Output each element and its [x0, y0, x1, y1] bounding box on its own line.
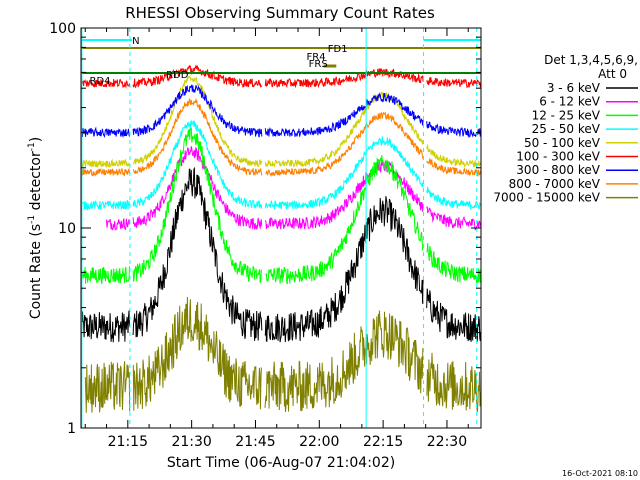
legend-label: 300 - 800 keV — [516, 163, 600, 177]
x-tick-label: 22:00 — [299, 434, 339, 450]
series-line — [80, 97, 482, 178]
y-label-part1: Count Rate (s — [28, 224, 44, 319]
axis-layer: 21:15 21:30 21:45 22:00 22:15 22:30 1 10 100 — [49, 21, 481, 450]
x-axis-label: Start Time (06-Aug-07 21:04:02) — [167, 455, 395, 471]
series-line — [80, 75, 482, 169]
legend-label: 800 - 7000 keV — [509, 177, 601, 191]
chart-title: RHESSI Observing Summary Count Rates — [125, 4, 435, 22]
legend-header-2: Att 0 — [598, 67, 627, 81]
legend-label: 3 - 6 keV — [547, 81, 601, 95]
series-line — [80, 166, 482, 343]
y-label-part3: ) — [28, 137, 44, 142]
x-tick-label: 21:45 — [235, 434, 275, 450]
series-line — [84, 296, 482, 413]
x-tick-label: 22:30 — [427, 434, 467, 450]
series-line — [80, 120, 482, 211]
legend-label: 12 - 25 keV — [532, 108, 601, 122]
legend-label: 6 - 12 keV — [539, 95, 601, 109]
series-line — [80, 64, 482, 89]
annotation-fr4: FR4 — [307, 52, 326, 63]
legend-label: 50 - 100 keV — [524, 136, 601, 150]
legend-header-1: Det 1,3,4,5,6,9, — [544, 53, 638, 67]
x-tick-label: 21:30 — [171, 434, 211, 450]
series-line — [80, 84, 482, 139]
annotation-frs: FRS — [309, 59, 328, 70]
x-tick-label: 21:15 — [108, 434, 148, 450]
series-layer — [80, 64, 482, 413]
legend-label: 7000 - 15000 keV — [493, 191, 600, 205]
y-label-sup2: -1 — [27, 142, 37, 151]
x-tick-label: 22:15 — [363, 434, 403, 450]
annotation-rd4: RD4 — [90, 76, 111, 87]
y-tick-label: 1 — [67, 421, 76, 437]
series-line — [80, 127, 482, 285]
y-tick-label: 100 — [49, 21, 76, 37]
series-line — [106, 146, 482, 231]
y-label-part2: detector — [28, 151, 44, 215]
y-tick-label: 10 — [58, 221, 76, 237]
legend-label: 100 - 300 keV — [516, 150, 600, 164]
y-label-sup1: -1 — [27, 215, 37, 224]
footer-date: 16-Oct-2021 08:10 — [562, 469, 638, 478]
annotation-rdd: RDD — [166, 70, 189, 81]
legend-label: 25 - 50 keV — [532, 122, 601, 136]
annotation-fd1: FD1 — [328, 44, 348, 55]
y-axis-label: Count Rate (s-1 detector-1) — [27, 137, 44, 319]
annotation-n: N — [132, 36, 139, 47]
